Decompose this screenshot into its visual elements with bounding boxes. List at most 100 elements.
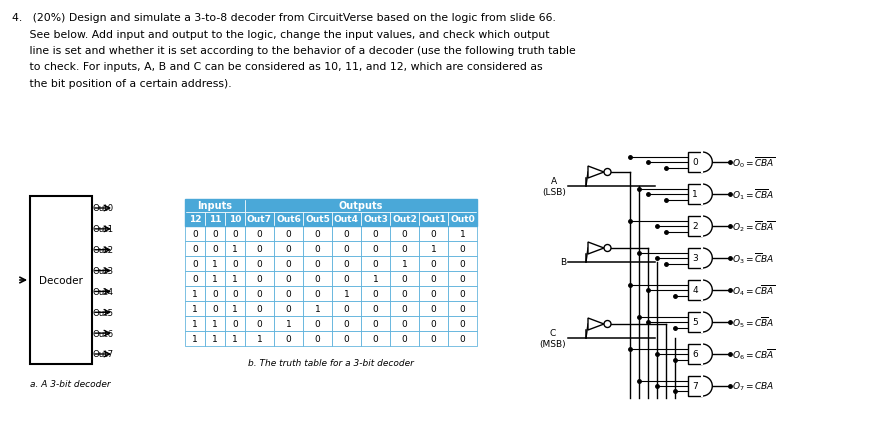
Bar bbox=[302, 212, 332, 227]
Bar bbox=[389, 271, 419, 286]
Bar bbox=[225, 301, 245, 316]
Bar bbox=[361, 212, 389, 227]
Text: 10: 10 bbox=[229, 215, 241, 224]
Text: Out4: Out4 bbox=[334, 215, 359, 224]
Bar bbox=[448, 331, 476, 346]
Bar bbox=[185, 331, 205, 346]
Bar bbox=[205, 256, 225, 271]
Text: 1: 1 bbox=[212, 334, 217, 343]
Bar bbox=[185, 241, 205, 256]
Text: 1: 1 bbox=[192, 319, 197, 328]
Text: $O_3 = \overline{C}BA$: $O_3 = \overline{C}BA$ bbox=[732, 251, 773, 266]
Text: 0: 0 bbox=[232, 259, 237, 268]
Text: 0: 0 bbox=[232, 289, 237, 298]
Text: $O_7 = CBA$: $O_7 = CBA$ bbox=[732, 380, 773, 392]
Bar bbox=[389, 227, 419, 241]
Bar bbox=[245, 331, 274, 346]
Text: 0: 0 bbox=[430, 230, 436, 239]
Text: 0: 0 bbox=[401, 274, 407, 283]
Bar bbox=[245, 316, 274, 331]
Text: to check. For inputs, A, B and C can be considered as 10, 11, and 12, which are : to check. For inputs, A, B and C can be … bbox=[12, 62, 542, 72]
Bar bbox=[448, 212, 476, 227]
Text: Out2: Out2 bbox=[392, 215, 416, 224]
Text: Out7: Out7 bbox=[93, 350, 114, 359]
Bar bbox=[205, 271, 225, 286]
Text: 1: 1 bbox=[372, 274, 378, 283]
Bar bbox=[448, 241, 476, 256]
Text: 0: 0 bbox=[256, 319, 262, 328]
Text: Out0: Out0 bbox=[449, 215, 474, 224]
Bar bbox=[225, 256, 245, 271]
Text: Out6: Out6 bbox=[93, 329, 114, 338]
Bar bbox=[302, 316, 332, 331]
Bar bbox=[225, 286, 245, 301]
Bar bbox=[302, 331, 332, 346]
Text: Out5: Out5 bbox=[93, 308, 114, 317]
Bar bbox=[687, 216, 701, 236]
Bar bbox=[245, 241, 274, 256]
Text: 0: 0 bbox=[430, 319, 436, 328]
Text: 0: 0 bbox=[372, 259, 378, 268]
Text: 0: 0 bbox=[285, 230, 291, 239]
Text: 4: 4 bbox=[692, 286, 697, 295]
Bar bbox=[332, 241, 361, 256]
Bar bbox=[302, 227, 332, 241]
Bar bbox=[225, 316, 245, 331]
Bar bbox=[185, 212, 205, 227]
Bar bbox=[389, 241, 419, 256]
Wedge shape bbox=[701, 216, 712, 236]
Text: 0: 0 bbox=[343, 230, 349, 239]
Text: 0: 0 bbox=[401, 230, 407, 239]
Text: See below. Add input and output to the logic, change the input values, and check: See below. Add input and output to the l… bbox=[12, 29, 549, 40]
Text: 0: 0 bbox=[285, 274, 291, 283]
Bar bbox=[274, 301, 302, 316]
Text: 0: 0 bbox=[343, 319, 349, 328]
Bar bbox=[361, 227, 389, 241]
Text: 0: 0 bbox=[232, 319, 237, 328]
Bar bbox=[419, 212, 448, 227]
Text: the bit position of a certain address).: the bit position of a certain address). bbox=[12, 79, 231, 89]
Bar bbox=[332, 271, 361, 286]
Text: 0: 0 bbox=[192, 259, 197, 268]
Text: Out1: Out1 bbox=[93, 225, 114, 234]
Bar bbox=[389, 301, 419, 316]
Text: 0: 0 bbox=[459, 244, 465, 253]
Bar bbox=[687, 280, 701, 300]
Text: $O_0 = \overline{C}\overline{B}\overline{A}$: $O_0 = \overline{C}\overline{B}\overline… bbox=[732, 155, 774, 170]
Text: $O_6 = CB\overline{A}$: $O_6 = CB\overline{A}$ bbox=[732, 347, 774, 362]
Text: 1: 1 bbox=[192, 304, 197, 313]
Text: 0: 0 bbox=[256, 244, 262, 253]
Circle shape bbox=[603, 321, 610, 328]
Text: 1: 1 bbox=[192, 289, 197, 298]
Text: 0: 0 bbox=[285, 304, 291, 313]
Bar bbox=[185, 200, 476, 227]
Text: 0: 0 bbox=[459, 334, 465, 343]
Bar bbox=[419, 331, 448, 346]
Text: 3: 3 bbox=[692, 254, 697, 263]
Bar bbox=[274, 256, 302, 271]
Bar bbox=[419, 286, 448, 301]
Text: 1: 1 bbox=[232, 304, 237, 313]
Bar bbox=[185, 286, 205, 301]
Text: 0: 0 bbox=[256, 289, 262, 298]
Bar bbox=[274, 331, 302, 346]
Bar bbox=[205, 227, 225, 241]
Text: $O_1 = \overline{C}\overline{B}A$: $O_1 = \overline{C}\overline{B}A$ bbox=[732, 187, 773, 202]
Text: 0: 0 bbox=[430, 259, 436, 268]
Bar bbox=[185, 301, 205, 316]
Bar bbox=[302, 241, 332, 256]
Bar bbox=[274, 241, 302, 256]
Bar bbox=[245, 286, 274, 301]
Bar bbox=[205, 316, 225, 331]
Text: 5: 5 bbox=[692, 318, 697, 327]
Text: 0: 0 bbox=[343, 274, 349, 283]
Text: 4.   (20%) Design and simulate a 3-to-8 decoder from CircuitVerse based on the l: 4. (20%) Design and simulate a 3-to-8 de… bbox=[12, 13, 555, 23]
Text: 0: 0 bbox=[256, 230, 262, 239]
Text: 0: 0 bbox=[343, 304, 349, 313]
Text: 0: 0 bbox=[459, 259, 465, 268]
Text: 0: 0 bbox=[315, 244, 320, 253]
Polygon shape bbox=[587, 318, 603, 330]
Text: 1: 1 bbox=[459, 230, 465, 239]
Text: 1: 1 bbox=[315, 304, 320, 313]
Bar bbox=[274, 212, 302, 227]
